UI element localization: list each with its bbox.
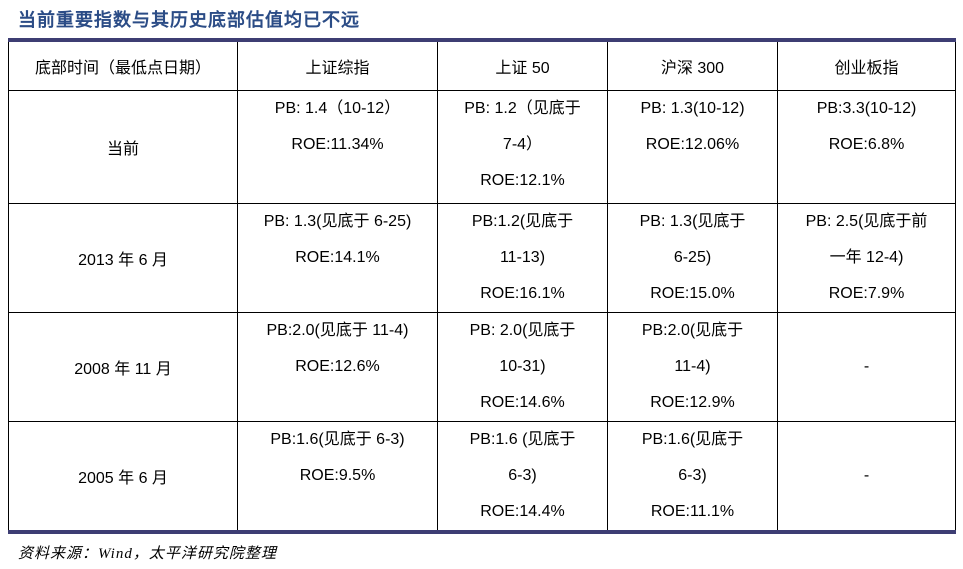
table-row: 2005 年 6 月 PB:1.6(见底于 6-3) ROE:9.5% PB:1… bbox=[8, 420, 956, 532]
table-row: 2013 年 6 月 PB: 1.3(见底于 6-25) ROE:14.1% P… bbox=[8, 202, 956, 313]
pb-roe-cell: PB:1.6 (见底于 6-3) ROE:14.4% bbox=[437, 420, 608, 532]
valuation-table: 底部时间（最低点日期） 上证综指 上证 50 沪深 300 创业板指 当前 PB… bbox=[8, 38, 956, 534]
pb-roe-cell: PB:3.3(10-12) ROE:6.8% bbox=[777, 89, 956, 204]
pb-roe-cell: PB: 2.5(见底于前 一年 12-4) ROE:7.9% bbox=[777, 202, 956, 313]
pb-roe-cell: PB:1.6(见底于 6-3) ROE:11.1% bbox=[607, 420, 778, 532]
pb-roe-cell: PB: 1.3(见底于 6-25) ROE:15.0% bbox=[607, 202, 778, 313]
pb-roe-cell: PB: 1.3(10-12) ROE:12.06% bbox=[607, 89, 778, 204]
header-sse-composite: 上证综指 bbox=[237, 39, 438, 91]
pb-roe-cell: PB: 1.2（见底于 7-4） ROE:12.1% bbox=[437, 89, 608, 204]
table-row: 当前 PB: 1.4（10-12） ROE:11.34% PB: 1.2（见底于… bbox=[8, 89, 956, 204]
pb-roe-cell: PB:1.6(见底于 6-3) ROE:9.5% bbox=[237, 420, 438, 532]
table-header-row: 底部时间（最低点日期） 上证综指 上证 50 沪深 300 创业板指 bbox=[8, 39, 956, 91]
pb-roe-cell: PB: 2.0(见底于 10-31) ROE:14.6% bbox=[437, 311, 608, 422]
header-sse-50: 上证 50 bbox=[437, 39, 608, 91]
header-bottom-date: 底部时间（最低点日期） bbox=[8, 39, 238, 91]
figure-title: 当前重要指数与其历史底部估值均已不远 bbox=[18, 10, 360, 30]
pb-roe-cell: PB:1.2(见底于 11-13) ROE:16.1% bbox=[437, 202, 608, 313]
pb-roe-cell: PB:2.0(见底于 11-4) ROE:12.9% bbox=[607, 311, 778, 422]
row-label: 2008 年 11 月 bbox=[8, 311, 238, 422]
pb-roe-cell: PB: 1.4（10-12） ROE:11.34% bbox=[237, 89, 438, 204]
pb-roe-cell: PB: 1.3(见底于 6-25) ROE:14.1% bbox=[237, 202, 438, 313]
header-chinext: 创业板指 bbox=[777, 39, 956, 91]
empty-value-cell: - bbox=[777, 311, 956, 422]
row-label: 2005 年 6 月 bbox=[8, 420, 238, 532]
pb-roe-cell: PB:2.0(见底于 11-4) ROE:12.6% bbox=[237, 311, 438, 422]
header-csi-300: 沪深 300 bbox=[607, 39, 778, 91]
source-note: 资料来源：Wind，太平洋研究院整理 bbox=[18, 545, 277, 562]
row-label: 当前 bbox=[8, 89, 238, 204]
row-label: 2013 年 6 月 bbox=[8, 202, 238, 313]
empty-value-cell: - bbox=[777, 420, 956, 532]
table-row: 2008 年 11 月 PB:2.0(见底于 11-4) ROE:12.6% P… bbox=[8, 311, 956, 422]
